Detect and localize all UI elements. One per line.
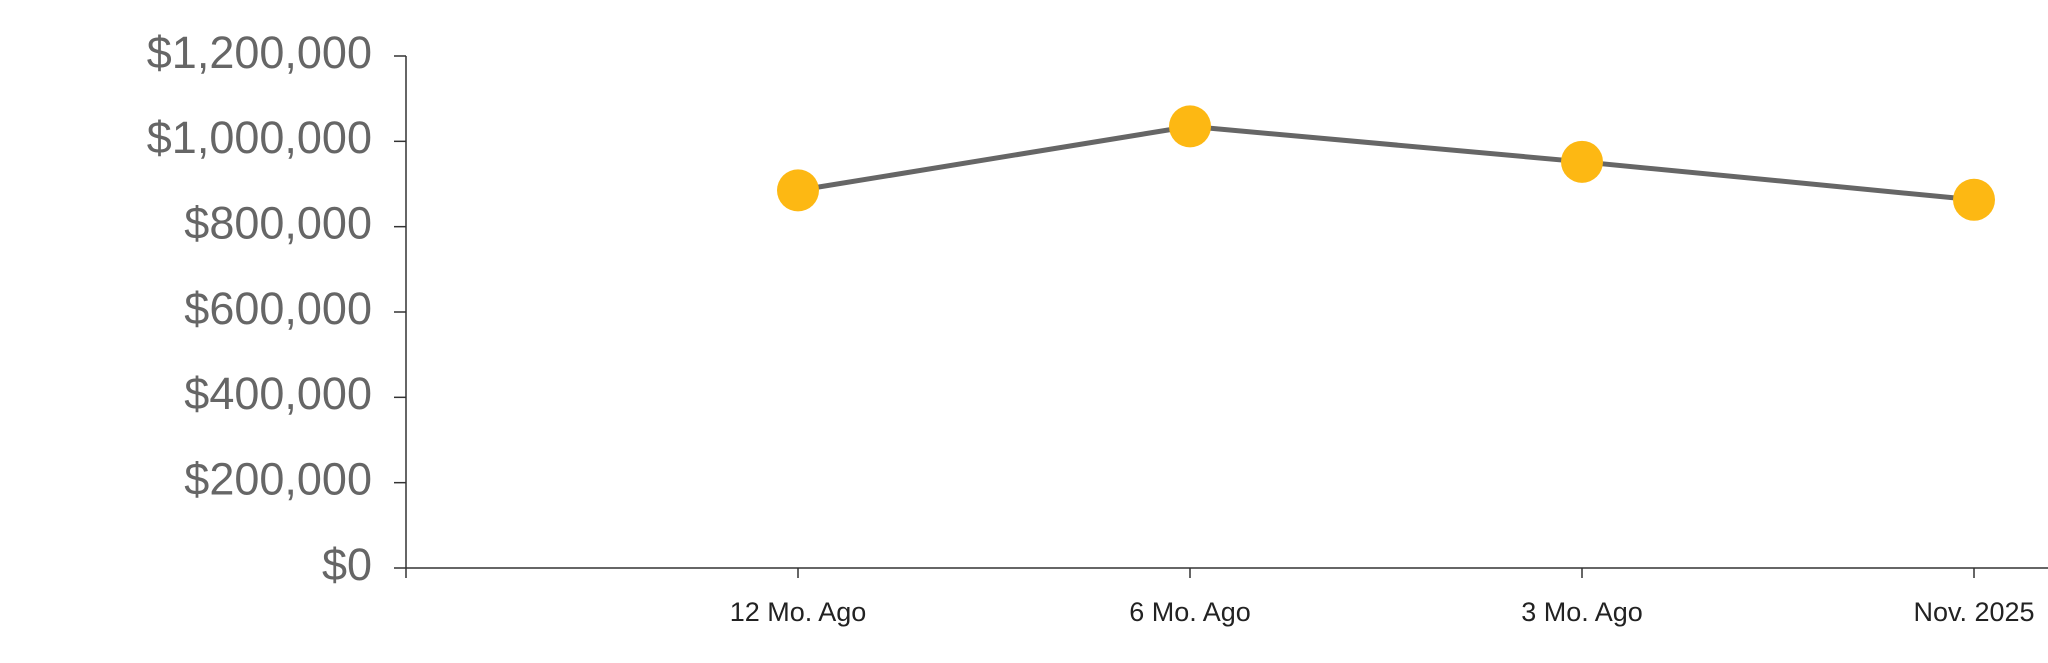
x-tick-label: 3 Mo. Ago	[1521, 597, 1643, 627]
y-tick-label: $200,000	[184, 454, 372, 505]
point	[777, 169, 819, 212]
x-tick-label: 12 Mo. Ago	[730, 597, 867, 627]
y-tick-label: $1,000,000	[147, 112, 372, 163]
line	[797, 123, 1975, 203]
x-tick-label: Nov. 2025	[1913, 597, 2034, 627]
point	[1561, 140, 1603, 183]
y-tick-label: $400,000	[184, 368, 372, 419]
y-tick-label: $0	[322, 539, 372, 590]
y-tick-label: $600,000	[184, 283, 372, 334]
x-tick-label: 6 Mo. Ago	[1129, 597, 1251, 627]
y-tick-label: $1,200,000	[147, 27, 372, 78]
point	[1953, 178, 1995, 221]
y-tick-label: $800,000	[184, 198, 372, 249]
point	[1169, 105, 1211, 148]
